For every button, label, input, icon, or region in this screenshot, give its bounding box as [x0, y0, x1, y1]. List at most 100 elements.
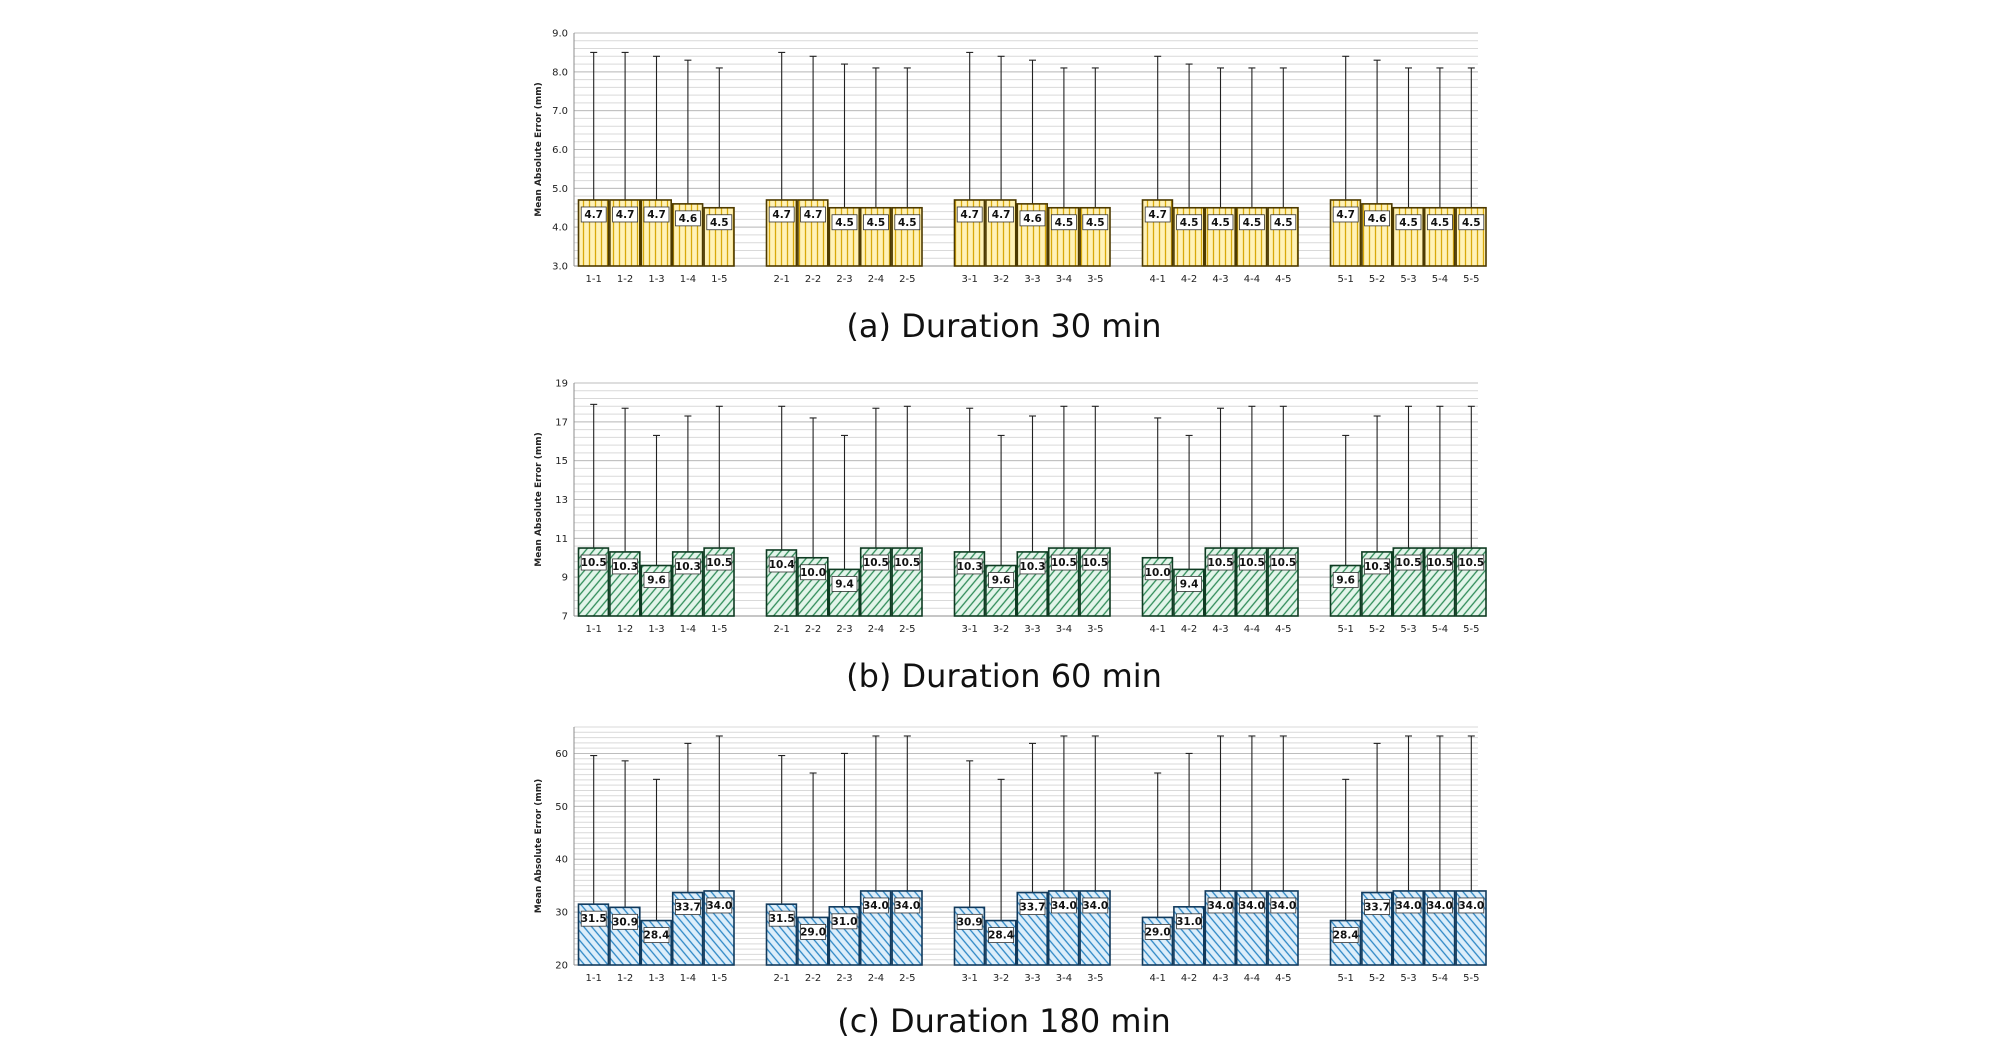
- x-tick-label: 2-1: [774, 973, 790, 984]
- data-label: 10.3: [612, 561, 638, 573]
- data-label: 34.0: [1051, 900, 1077, 912]
- y-tick-label: 15: [555, 456, 568, 467]
- x-tick-label: 3-2: [993, 624, 1009, 635]
- data-label: 4.5: [1274, 217, 1293, 229]
- y-tick-label: 9.0: [552, 29, 568, 40]
- chart-panel-30min: 3.0 4.0 5.0 6.0 7.0 8.0 9.0 Mean Absolute Error…: [0, 0, 2008, 300]
- x-tick-label: 5-2: [1369, 973, 1385, 984]
- x-tick-label: 3-3: [1024, 274, 1040, 285]
- data-label: 34.0: [1208, 900, 1234, 912]
- y-tick-label: 17: [555, 417, 568, 428]
- data-label: 28.4: [988, 930, 1014, 942]
- data-label-box: [800, 564, 826, 581]
- data-label: 33.7: [1020, 902, 1046, 914]
- data-label: 9.6: [647, 575, 666, 587]
- x-tick-label: 3-1: [962, 973, 978, 984]
- x-tick-label: 4-1: [1150, 624, 1166, 635]
- data-label: 31.5: [581, 913, 607, 925]
- caption-60min: (b) Duration 60 min: [846, 657, 1162, 695]
- y-axis-label: Mean Absolute Error (mm): [534, 82, 544, 216]
- data-label-box: [863, 897, 889, 914]
- y-tick-label: 20: [555, 961, 568, 972]
- x-tick-label: 5-5: [1463, 624, 1479, 635]
- data-label-box: [768, 556, 795, 573]
- x-tick-label: 5-1: [1338, 274, 1354, 285]
- data-label: 4.5: [1055, 217, 1074, 229]
- x-tick-label: 2-3: [836, 624, 852, 635]
- data-label-box: [675, 558, 701, 575]
- y-axis-label: Mean Absolute Error (mm): [534, 779, 544, 913]
- x-tick-label: 5-5: [1463, 274, 1479, 285]
- data-label: 34.0: [863, 900, 889, 912]
- data-label-box: [956, 206, 983, 223]
- data-label-box: [1427, 897, 1453, 914]
- caption-180min: (c) Duration 180 min: [837, 1002, 1171, 1040]
- x-tick-label: 4-5: [1275, 274, 1291, 285]
- data-label: 10.5: [1051, 557, 1077, 569]
- data-label-box: [1427, 554, 1453, 571]
- data-label-box: [894, 214, 921, 231]
- data-label-box: [675, 899, 701, 915]
- data-label: 4.5: [835, 217, 854, 229]
- data-label-box: [1144, 923, 1171, 940]
- y-tick-label: 5.0: [552, 184, 568, 195]
- data-label: 4.5: [1086, 217, 1105, 229]
- data-label: 34.0: [1458, 900, 1484, 912]
- x-tick-label: 5-3: [1400, 973, 1416, 984]
- data-label: 31.0: [1176, 916, 1202, 928]
- x-tick-label: 4-1: [1150, 973, 1166, 984]
- x-tick-label: 3-4: [1056, 274, 1072, 285]
- chart-180min: 20 30 40 50 60 Mean Absolute Error (mm) 31.5 1-…: [534, 726, 1487, 984]
- data-label: 30.9: [612, 916, 638, 928]
- data-label-box: [1051, 214, 1077, 231]
- data-label-box: [1364, 899, 1390, 915]
- data-label: 10.5: [1270, 557, 1296, 569]
- data-label: 33.7: [675, 902, 701, 914]
- data-label: 34.0: [1239, 900, 1265, 912]
- x-tick-label: 3-4: [1056, 973, 1072, 984]
- data-label: 4.7: [772, 209, 791, 221]
- x-tick-label: 3-5: [1087, 274, 1103, 285]
- data-label-box: [1427, 214, 1453, 231]
- x-tick-label: 2-4: [868, 624, 884, 635]
- x-tick-label: 1-4: [680, 624, 696, 635]
- data-label: 10.5: [1208, 557, 1234, 569]
- data-label: 4.7: [992, 209, 1011, 221]
- data-label: 10.3: [675, 561, 701, 573]
- data-label-box: [1332, 206, 1359, 223]
- x-tick-label: 1-4: [680, 973, 696, 984]
- x-tick-label: 2-4: [868, 274, 884, 285]
- data-label: 28.4: [1333, 930, 1359, 942]
- data-label: 9.4: [1180, 578, 1199, 590]
- y-tick-label: 11: [555, 534, 568, 545]
- data-label-box: [1019, 558, 1046, 575]
- x-tick-label: 1-5: [711, 973, 727, 984]
- x-tick-label: 1-1: [586, 624, 602, 635]
- data-label: 10.4: [769, 559, 795, 571]
- data-label-box: [894, 897, 921, 914]
- data-label: 10.5: [863, 557, 889, 569]
- y-tick-label: 19: [555, 379, 568, 390]
- data-label: 34.0: [894, 900, 920, 912]
- x-tick-label: 3-3: [1024, 973, 1040, 984]
- x-tick-label: 4-2: [1181, 624, 1197, 635]
- x-tick-label: 4-4: [1244, 274, 1260, 285]
- y-tick-label: 8.0: [552, 67, 568, 78]
- y-tick-label: 9: [562, 573, 568, 584]
- data-label-box: [1270, 897, 1297, 914]
- data-label: 4.7: [804, 209, 823, 221]
- data-label: 10.5: [1427, 557, 1453, 569]
- data-label: 4.5: [1399, 217, 1418, 229]
- data-label-box: [1176, 214, 1202, 231]
- data-label-box: [1239, 214, 1265, 231]
- data-label: 34.0: [1082, 900, 1108, 912]
- x-tick-label: 2-5: [899, 624, 915, 635]
- x-tick-label: 1-1: [586, 274, 602, 285]
- y-tick-label: 30: [555, 908, 568, 919]
- data-label: 34.0: [706, 900, 732, 912]
- x-tick-label: 1-3: [648, 973, 664, 984]
- x-tick-label: 2-5: [899, 274, 915, 285]
- data-label-box: [612, 913, 638, 930]
- x-tick-label: 5-3: [1400, 274, 1416, 285]
- data-label: 10.0: [1145, 567, 1171, 579]
